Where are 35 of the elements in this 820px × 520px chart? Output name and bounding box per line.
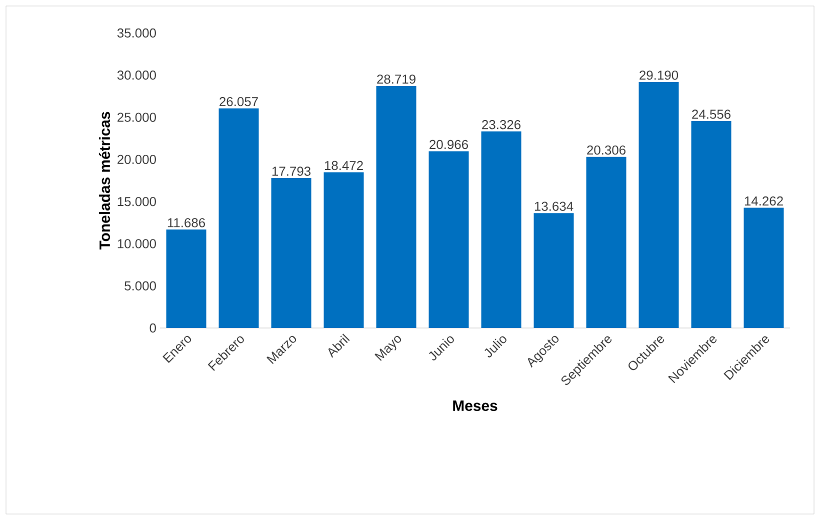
y-tick-label: 10.000 <box>118 239 156 248</box>
x-axis-title: Meses <box>453 400 498 411</box>
bar <box>324 172 364 328</box>
y-tick-label: 30.000 <box>117 70 156 80</box>
bar <box>376 86 416 328</box>
bar <box>638 82 679 328</box>
y-tick-label: 35.000 <box>117 28 156 38</box>
data-label: 23.326 <box>482 120 520 130</box>
data-label: 11.686 <box>168 218 206 228</box>
x-tick-label: Julio <box>484 336 506 358</box>
data-label: 26.057 <box>220 97 258 106</box>
y-axis-title: Toneladas métricas <box>98 112 110 250</box>
data-label: 18.472 <box>324 160 363 170</box>
data-label: 28.719 <box>377 74 416 84</box>
data-label: 29.190 <box>640 70 678 80</box>
bar <box>218 108 259 328</box>
bar <box>428 151 469 328</box>
bar <box>744 208 784 328</box>
bar <box>166 230 206 328</box>
bar <box>481 131 522 328</box>
data-label: 20.966 <box>430 140 468 150</box>
data-label: 17.793 <box>272 166 310 176</box>
y-tick-label: 0 <box>150 323 156 333</box>
bar <box>534 213 574 328</box>
bar <box>271 178 312 328</box>
y-tick-label: 5.000 <box>124 281 156 290</box>
data-label: 20.306 <box>587 145 626 155</box>
y-tick-label: 15.000 <box>118 196 156 206</box>
bar <box>586 156 626 328</box>
data-label: 24.556 <box>692 110 730 119</box>
y-tick-label: 25.000 <box>118 112 156 122</box>
data-label: 14.262 <box>744 196 783 206</box>
bar <box>691 121 732 328</box>
y-tick-label: 20.000 <box>118 154 156 164</box>
data-label: 13.634 <box>534 202 574 211</box>
